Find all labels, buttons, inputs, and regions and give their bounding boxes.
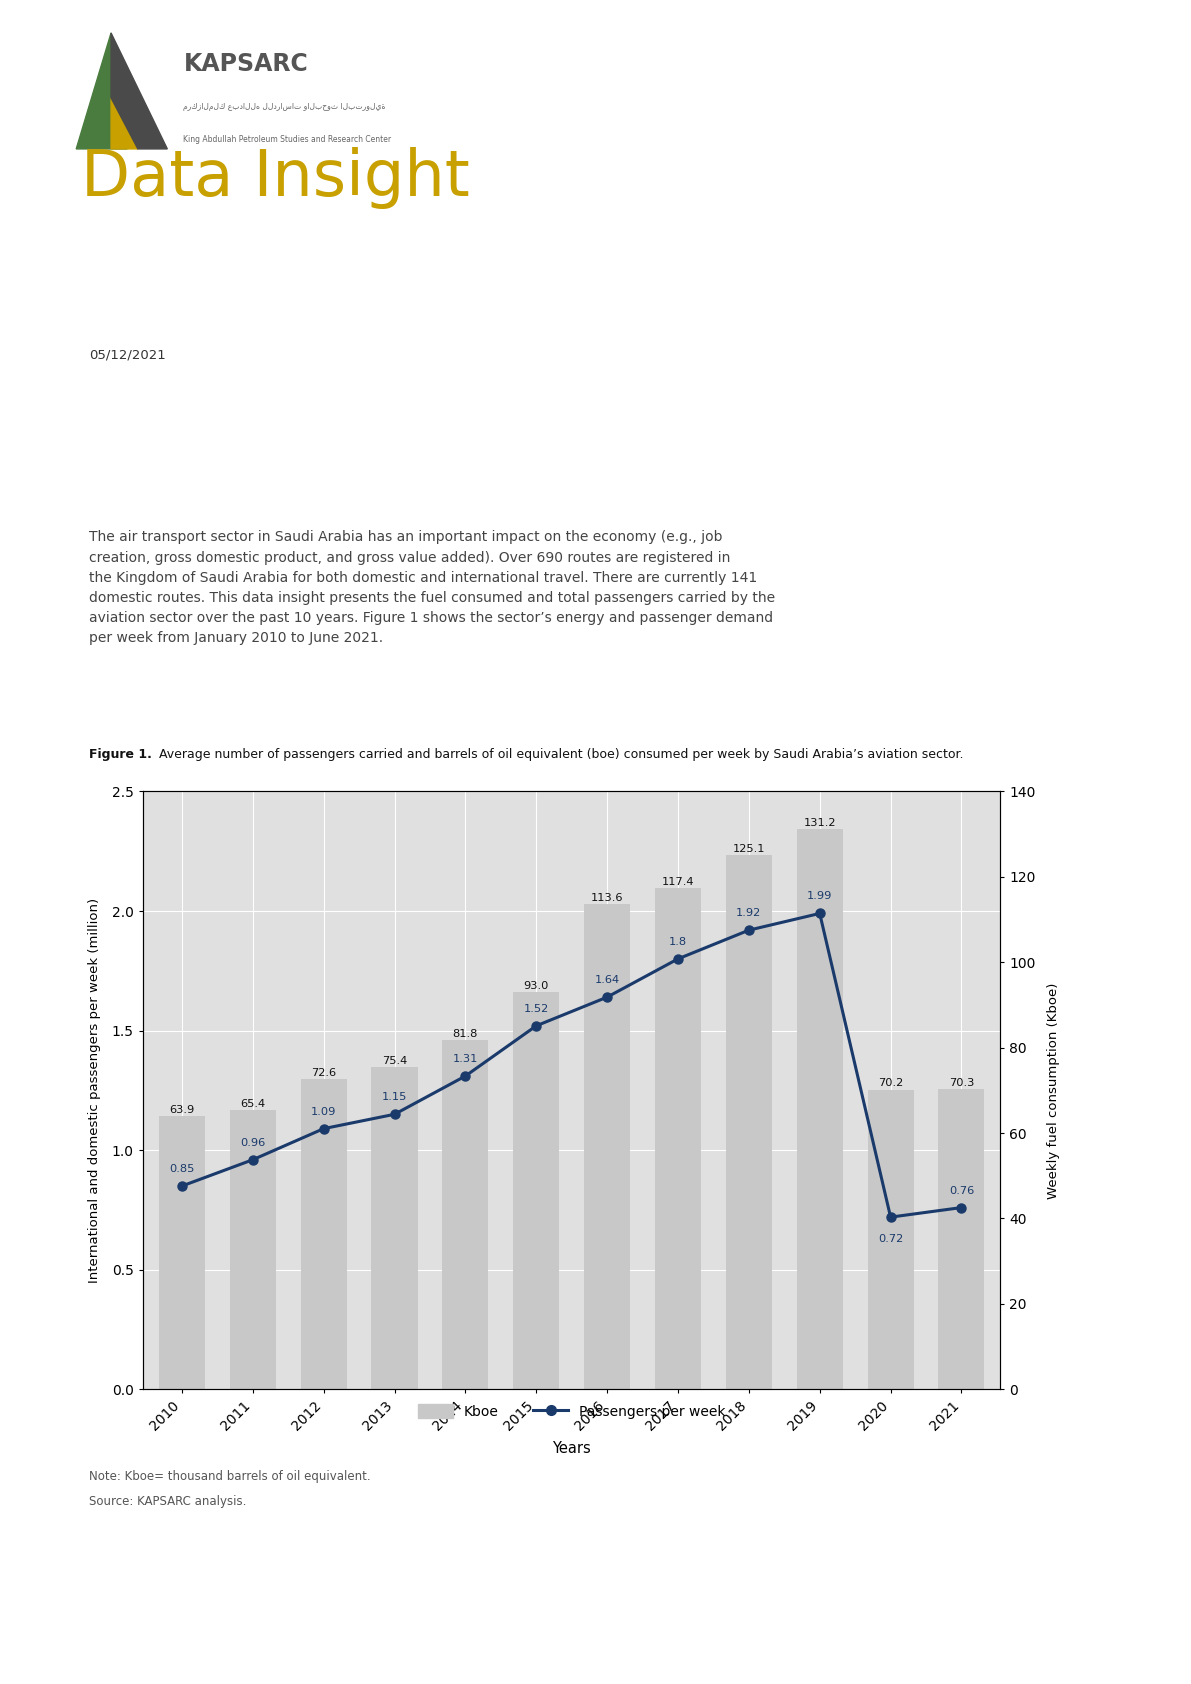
Text: Figure 1.: Figure 1. xyxy=(89,748,152,761)
Bar xyxy=(158,1116,205,1389)
Polygon shape xyxy=(76,34,127,148)
Text: 131.2: 131.2 xyxy=(804,818,836,829)
Text: 63.9: 63.9 xyxy=(169,1105,194,1115)
Text: 65.4: 65.4 xyxy=(241,1098,266,1108)
Text: 05/12/2021: 05/12/2021 xyxy=(89,349,166,362)
Text: 0.72: 0.72 xyxy=(878,1234,903,1244)
Text: 81.8: 81.8 xyxy=(453,1029,478,1039)
Text: 93.0: 93.0 xyxy=(524,980,549,990)
Text: 1.92: 1.92 xyxy=(736,908,761,918)
Bar xyxy=(725,855,772,1389)
Bar xyxy=(442,1041,488,1389)
Text: The air transport sector in Saudi Arabia has an important impact on the economy : The air transport sector in Saudi Arabia… xyxy=(89,530,775,645)
Bar xyxy=(797,829,843,1389)
X-axis label: Years: Years xyxy=(553,1442,591,1457)
Text: 0.96: 0.96 xyxy=(241,1138,266,1148)
Text: 1.64: 1.64 xyxy=(594,975,619,985)
Bar xyxy=(230,1110,276,1389)
Y-axis label: International and domestic passengers per week (million): International and domestic passengers pe… xyxy=(88,898,101,1283)
Text: 0.76: 0.76 xyxy=(949,1186,974,1196)
Text: 70.2: 70.2 xyxy=(878,1078,903,1088)
Text: 1.99: 1.99 xyxy=(807,891,833,901)
Text: Note: Kboe= thousand barrels of oil equivalent.: Note: Kboe= thousand barrels of oil equi… xyxy=(89,1470,370,1484)
Text: 1.52: 1.52 xyxy=(524,1004,549,1014)
Bar xyxy=(300,1079,347,1389)
Text: 75.4: 75.4 xyxy=(382,1056,407,1066)
Text: 0.85: 0.85 xyxy=(169,1164,194,1174)
Bar xyxy=(655,887,701,1389)
Polygon shape xyxy=(111,98,138,148)
Text: 72.6: 72.6 xyxy=(311,1068,336,1078)
Legend: Kboe, Passengers per week: Kboe, Passengers per week xyxy=(412,1398,731,1425)
Text: King Abdullah Petroleum Studies and Research Center: King Abdullah Petroleum Studies and Rese… xyxy=(183,135,392,145)
Y-axis label: Weekly fuel consumption (Kboe): Weekly fuel consumption (Kboe) xyxy=(1047,982,1060,1199)
Text: Source: KAPSARC analysis.: Source: KAPSARC analysis. xyxy=(89,1495,247,1509)
Text: 1.31: 1.31 xyxy=(453,1054,478,1064)
Text: Average number of passengers carried and barrels of oil equivalent (boe) consume: Average number of passengers carried and… xyxy=(155,748,964,761)
Bar xyxy=(513,992,560,1389)
Bar xyxy=(372,1068,418,1389)
Text: 117.4: 117.4 xyxy=(662,877,694,887)
Polygon shape xyxy=(111,34,167,148)
Text: 1.15: 1.15 xyxy=(382,1093,407,1103)
Text: 1.09: 1.09 xyxy=(311,1106,336,1116)
Text: KAPSARC: KAPSARC xyxy=(183,52,308,76)
Text: 113.6: 113.6 xyxy=(591,893,623,903)
Bar xyxy=(584,904,630,1389)
Text: Aviation Fuel Consumed and Passengers Carried in Saudi Arabia: Aviation Fuel Consumed and Passengers Ca… xyxy=(93,413,723,431)
Text: Data Insight: Data Insight xyxy=(81,147,469,209)
Text: مركزالملك عبدالله للدراسات والبحوث البترولية: مركزالملك عبدالله للدراسات والبحوث البتر… xyxy=(183,103,386,111)
Bar xyxy=(939,1090,985,1389)
Text: 125.1: 125.1 xyxy=(732,844,765,854)
Bar xyxy=(867,1090,913,1389)
Text: 70.3: 70.3 xyxy=(949,1078,974,1088)
Text: 1.8: 1.8 xyxy=(669,936,687,946)
